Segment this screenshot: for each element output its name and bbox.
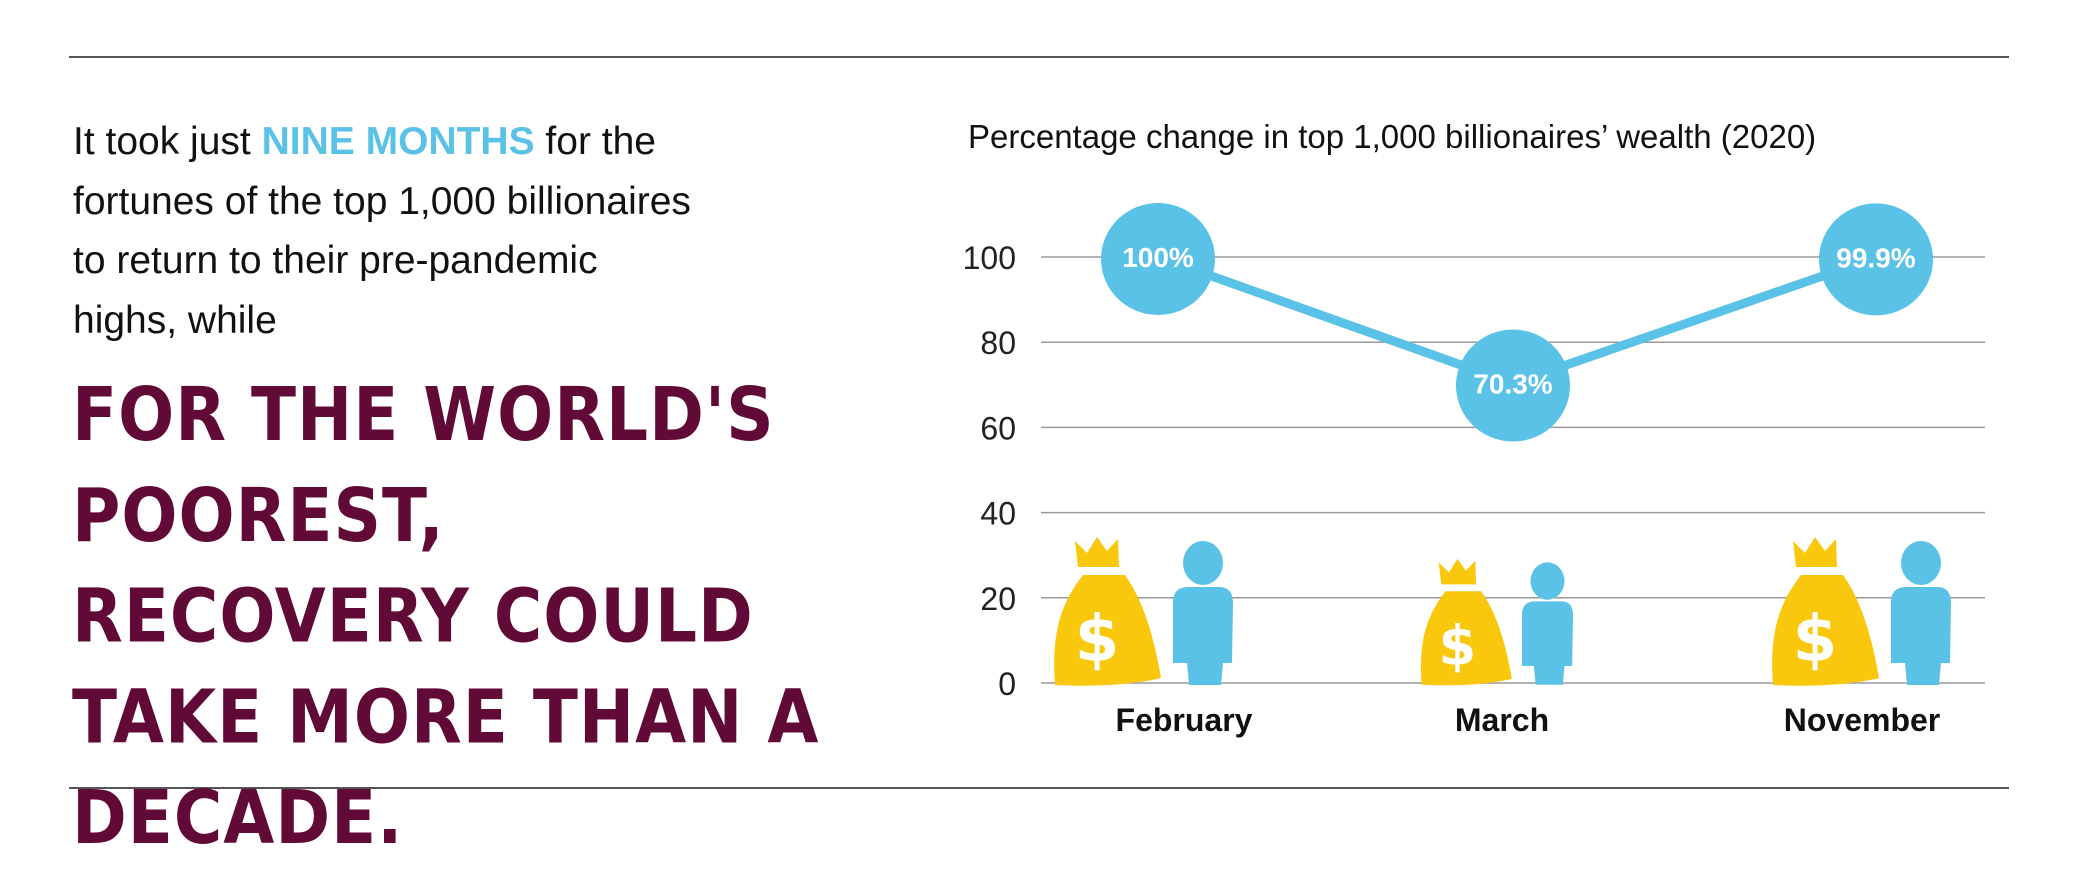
headline: For the world's poorest, recovery could …	[72, 371, 820, 862]
person-icon	[1522, 562, 1573, 685]
dollar-sign: $	[1075, 603, 1120, 677]
money-bag-body	[1772, 575, 1879, 686]
data-point-bubble	[1819, 203, 1933, 316]
money-bag-top	[1438, 558, 1477, 585]
intro-before: It took just	[73, 120, 262, 163]
icon-group: $	[1772, 537, 1951, 686]
person-body	[1522, 601, 1573, 685]
money-bag-top	[1793, 537, 1837, 567]
x-tick-label: November	[1784, 702, 1941, 738]
y-tick-label: 0	[998, 666, 1016, 702]
data-label: 99.9%	[1836, 242, 1915, 273]
money-bag-icon: $	[1772, 537, 1879, 686]
person-icon	[1891, 541, 1951, 685]
dollar-sign: $	[1793, 603, 1838, 677]
money-bag-icon: $	[1054, 537, 1161, 686]
dollar-sign: $	[1438, 614, 1476, 677]
icon-group: $	[1420, 558, 1573, 686]
money-bag-body	[1420, 591, 1512, 686]
person-head	[1183, 541, 1223, 585]
person-icon	[1173, 541, 1233, 685]
chart-title: Percentage change in top 1,000 billionai…	[968, 118, 1817, 155]
top-divider	[69, 56, 2009, 58]
data-point-bubble	[1101, 203, 1215, 315]
intro-after: for the fortunes of the top 1,000 billio…	[73, 120, 691, 342]
money-bag-icon: $	[1420, 558, 1512, 686]
y-tick-label: 60	[980, 410, 1016, 446]
person-head	[1530, 562, 1565, 600]
x-tick-label: February	[1116, 702, 1253, 738]
y-tick-label: 100	[963, 240, 1016, 276]
icon-group: $	[1054, 537, 1233, 686]
line-chart: 0 20 40 60 80 100 $ $ $100% 70.3% 99.9% February Mar…	[963, 203, 1985, 738]
person-body	[1891, 587, 1951, 685]
intro-text: It took just NINE MONTHS for the fortune…	[73, 112, 693, 350]
x-tick-label: March	[1455, 702, 1549, 738]
y-tick-label: 40	[980, 496, 1016, 532]
person-body	[1173, 587, 1233, 685]
bottom-divider	[69, 787, 2009, 789]
money-bag-body	[1054, 575, 1161, 686]
intro-highlight: NINE MONTHS	[261, 120, 535, 163]
data-label: 70.3%	[1473, 369, 1552, 400]
y-tick-label: 20	[980, 581, 1016, 617]
y-tick-label: 80	[980, 325, 1016, 361]
money-bag-top	[1075, 537, 1119, 567]
data-label: 100%	[1122, 242, 1194, 273]
data-point-bubble	[1456, 329, 1570, 442]
person-head	[1901, 541, 1941, 585]
